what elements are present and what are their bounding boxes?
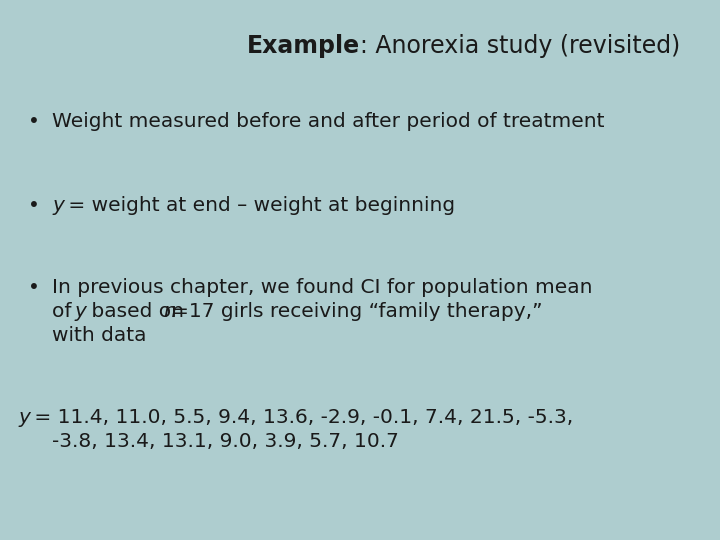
Text: of: of (52, 302, 78, 321)
Text: =17 girls receiving “family therapy,”: =17 girls receiving “family therapy,” (172, 302, 542, 321)
Text: •: • (28, 112, 40, 131)
Text: y: y (75, 302, 87, 321)
Text: •: • (28, 196, 40, 215)
Text: In previous chapter, we found CI for population mean: In previous chapter, we found CI for pop… (52, 278, 593, 297)
Text: based on: based on (85, 302, 190, 321)
Text: -3.8, 13.4, 13.1, 9.0, 3.9, 5.7, 10.7: -3.8, 13.4, 13.1, 9.0, 3.9, 5.7, 10.7 (52, 432, 399, 451)
Text: Example: Example (247, 34, 360, 58)
Text: y: y (52, 196, 64, 215)
Text: : Anorexia study (revisited): : Anorexia study (revisited) (360, 34, 680, 58)
Text: n: n (163, 302, 176, 321)
Text: with data: with data (52, 326, 146, 345)
Text: = 11.4, 11.0, 5.5, 9.4, 13.6, -2.9, -0.1, 7.4, 21.5, -5.3,: = 11.4, 11.0, 5.5, 9.4, 13.6, -2.9, -0.1… (28, 408, 573, 427)
Text: Weight measured before and after period of treatment: Weight measured before and after period … (52, 112, 605, 131)
Text: = weight at end – weight at beginning: = weight at end – weight at beginning (62, 196, 455, 215)
Text: y: y (18, 408, 30, 427)
Text: •: • (28, 278, 40, 297)
